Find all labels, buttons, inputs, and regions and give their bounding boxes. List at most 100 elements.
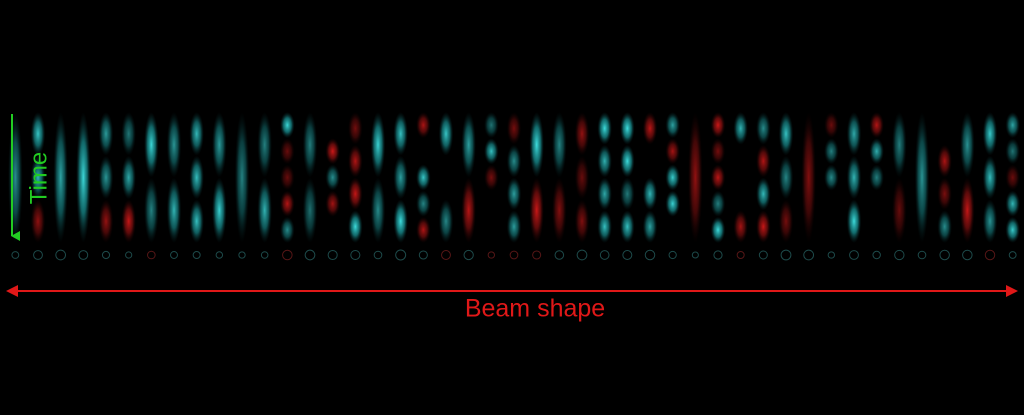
beam-icon bbox=[532, 250, 542, 260]
lobe bbox=[348, 177, 363, 211]
lobe bbox=[348, 112, 363, 145]
beam-icon bbox=[713, 250, 723, 260]
beam-icon bbox=[599, 250, 610, 260]
lobe bbox=[756, 112, 771, 145]
beam-icon bbox=[304, 249, 316, 261]
lobe bbox=[710, 216, 726, 243]
lobe bbox=[121, 155, 136, 200]
beam-icon bbox=[849, 250, 859, 260]
lobe bbox=[574, 155, 590, 200]
lobe bbox=[597, 112, 612, 145]
lobe bbox=[982, 155, 998, 200]
beam-icon bbox=[418, 250, 428, 260]
lobe bbox=[756, 177, 771, 211]
lobe bbox=[892, 112, 907, 178]
lobe bbox=[892, 177, 907, 243]
lobe bbox=[982, 111, 998, 156]
lobe bbox=[280, 190, 295, 217]
lobe bbox=[166, 112, 182, 178]
lobe bbox=[642, 210, 658, 243]
lobe bbox=[552, 177, 567, 243]
lobe bbox=[710, 190, 726, 217]
beam-icon bbox=[147, 250, 156, 260]
lobe bbox=[234, 112, 250, 243]
lobe bbox=[733, 112, 748, 145]
beam-icon bbox=[395, 249, 407, 261]
lobe bbox=[1005, 216, 1020, 243]
lobe bbox=[212, 112, 227, 178]
lobe bbox=[416, 190, 431, 217]
lobe bbox=[484, 112, 499, 139]
lobe bbox=[1005, 138, 1020, 165]
beam-icon bbox=[215, 251, 224, 259]
lobe bbox=[302, 177, 318, 243]
lobe bbox=[914, 112, 930, 243]
lobe bbox=[438, 111, 454, 156]
beam-icons bbox=[11, 249, 1017, 261]
lobe bbox=[665, 164, 680, 191]
lobe bbox=[348, 144, 363, 178]
beam-icon bbox=[441, 250, 451, 260]
lobe bbox=[620, 112, 635, 145]
beam-icon bbox=[125, 251, 133, 259]
lobe bbox=[824, 164, 839, 191]
lobe bbox=[506, 112, 522, 145]
beam-icon bbox=[939, 249, 950, 261]
beam-icon bbox=[55, 249, 67, 261]
lobe bbox=[574, 111, 590, 156]
beam-icon bbox=[872, 250, 881, 260]
beam-icon bbox=[238, 251, 246, 259]
lobe bbox=[76, 112, 91, 243]
lobe bbox=[461, 112, 476, 178]
beam-shape-label: Beam shape bbox=[465, 295, 605, 323]
lobe bbox=[620, 177, 635, 211]
beam-icon bbox=[984, 249, 996, 261]
lobe bbox=[506, 177, 522, 211]
lobe bbox=[688, 112, 703, 243]
beam-icon bbox=[170, 251, 178, 259]
lobe bbox=[280, 112, 295, 139]
lobe bbox=[280, 138, 295, 165]
lobe bbox=[144, 112, 159, 178]
lobe bbox=[257, 177, 272, 243]
lobe bbox=[416, 164, 431, 191]
lobe bbox=[778, 155, 794, 200]
lobe bbox=[166, 177, 182, 243]
beam-icon bbox=[33, 250, 43, 260]
beam-icon bbox=[668, 250, 677, 260]
lobe bbox=[30, 155, 46, 200]
lobe bbox=[778, 111, 794, 156]
lobe bbox=[30, 111, 46, 156]
beam-icon bbox=[192, 250, 201, 260]
beam-icon bbox=[622, 250, 633, 260]
lobe bbox=[778, 199, 794, 244]
beam-icon bbox=[101, 250, 111, 260]
time-label: Time bbox=[25, 152, 52, 204]
lobe bbox=[506, 210, 522, 243]
lobe bbox=[121, 111, 136, 156]
lobe bbox=[597, 144, 612, 178]
beam-icon bbox=[487, 251, 496, 259]
lobe bbox=[53, 112, 68, 243]
beam-icon bbox=[554, 250, 565, 260]
lobe bbox=[484, 138, 499, 165]
lobe bbox=[144, 177, 159, 243]
lobe bbox=[393, 111, 408, 156]
lobe bbox=[416, 216, 431, 243]
lobe bbox=[597, 210, 612, 243]
lobe bbox=[1005, 190, 1020, 217]
lobe bbox=[1005, 112, 1020, 139]
beam-icon bbox=[463, 249, 474, 261]
lobe bbox=[937, 177, 952, 211]
lobe bbox=[846, 155, 862, 200]
lobe bbox=[642, 177, 658, 211]
lobe bbox=[1005, 164, 1020, 191]
lobe bbox=[710, 112, 726, 139]
lobe bbox=[869, 138, 884, 165]
lobe bbox=[438, 199, 454, 244]
lobe bbox=[824, 112, 839, 139]
lobe bbox=[733, 210, 748, 243]
lobe bbox=[960, 177, 975, 243]
beam-icon bbox=[327, 249, 338, 261]
